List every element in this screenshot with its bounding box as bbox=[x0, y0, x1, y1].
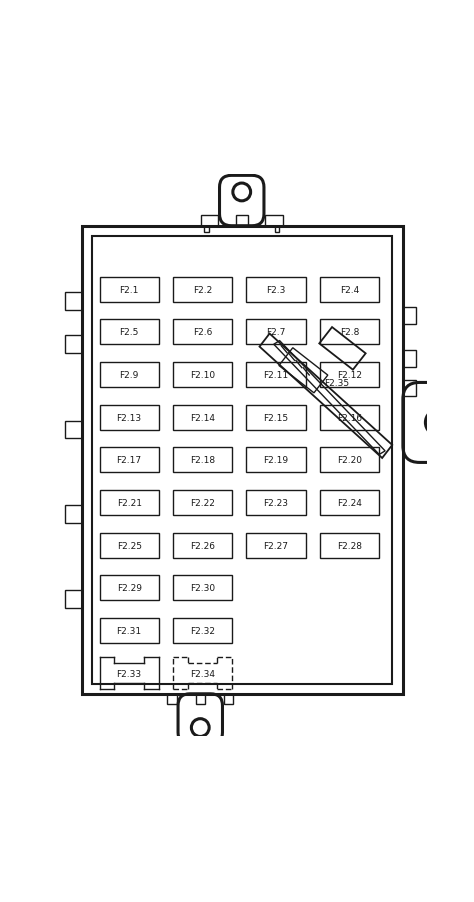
Bar bbox=[246, 491, 306, 515]
Text: F2.4: F2.4 bbox=[340, 285, 359, 294]
Text: F2.33: F2.33 bbox=[117, 668, 142, 677]
Bar bbox=[100, 491, 159, 515]
Bar bbox=[100, 575, 159, 601]
Bar bbox=[403, 308, 416, 325]
Bar bbox=[279, 348, 328, 393]
Bar bbox=[100, 363, 159, 388]
Text: F2.35: F2.35 bbox=[324, 378, 349, 387]
Bar bbox=[320, 320, 379, 345]
Text: F2.15: F2.15 bbox=[264, 413, 289, 422]
Text: F2.3: F2.3 bbox=[266, 285, 286, 294]
Bar bbox=[173, 447, 232, 473]
Bar bbox=[320, 363, 379, 388]
Bar bbox=[236, 216, 247, 226]
Bar bbox=[173, 618, 232, 643]
Text: F2.5: F2.5 bbox=[119, 328, 139, 337]
Bar bbox=[173, 278, 232, 302]
Bar bbox=[100, 278, 159, 302]
Bar bbox=[246, 447, 306, 473]
Text: F2.13: F2.13 bbox=[117, 413, 142, 422]
Bar bbox=[100, 447, 159, 473]
Bar bbox=[320, 278, 379, 302]
Text: F2.14: F2.14 bbox=[190, 413, 215, 422]
Text: F2.20: F2.20 bbox=[337, 456, 362, 465]
Text: F2.22: F2.22 bbox=[190, 499, 215, 507]
Text: F2.11: F2.11 bbox=[264, 371, 289, 380]
Text: F2.24: F2.24 bbox=[337, 499, 362, 507]
Text: F2.26: F2.26 bbox=[190, 541, 215, 550]
Bar bbox=[224, 694, 233, 704]
Bar bbox=[100, 533, 159, 558]
Text: F2.28: F2.28 bbox=[337, 541, 362, 550]
Bar bbox=[403, 381, 416, 397]
Bar bbox=[195, 694, 205, 704]
Bar bbox=[65, 591, 82, 608]
Bar bbox=[274, 226, 279, 233]
Text: F2.9: F2.9 bbox=[119, 371, 139, 380]
Bar bbox=[65, 421, 82, 439]
Bar bbox=[100, 618, 159, 643]
Bar bbox=[246, 320, 306, 345]
Text: F2.10: F2.10 bbox=[190, 371, 215, 380]
Bar bbox=[100, 320, 159, 345]
Bar bbox=[319, 327, 365, 370]
Text: F2.30: F2.30 bbox=[190, 584, 215, 593]
Text: F2.6: F2.6 bbox=[193, 328, 212, 337]
Bar bbox=[320, 533, 379, 558]
Bar bbox=[201, 216, 219, 226]
Text: F2.29: F2.29 bbox=[117, 584, 142, 593]
Text: F2.17: F2.17 bbox=[117, 456, 142, 465]
Text: F2.1: F2.1 bbox=[119, 285, 139, 294]
Bar bbox=[65, 506, 82, 523]
Text: F2.23: F2.23 bbox=[264, 499, 289, 507]
Text: F2.25: F2.25 bbox=[117, 541, 142, 550]
Bar bbox=[173, 491, 232, 515]
Bar bbox=[320, 447, 379, 473]
Bar bbox=[265, 216, 283, 226]
Bar bbox=[246, 278, 306, 302]
Text: F2.34: F2.34 bbox=[190, 668, 215, 677]
Bar bbox=[320, 405, 379, 430]
Bar bbox=[173, 533, 232, 558]
Bar bbox=[173, 405, 232, 430]
Text: F2.12: F2.12 bbox=[337, 371, 362, 380]
Bar bbox=[65, 293, 82, 310]
Bar bbox=[100, 405, 159, 430]
Text: F2.16: F2.16 bbox=[337, 413, 362, 422]
Text: F2.27: F2.27 bbox=[264, 541, 289, 550]
Text: F2.18: F2.18 bbox=[190, 456, 215, 465]
Bar bbox=[204, 226, 209, 233]
Bar bbox=[173, 320, 232, 345]
Bar bbox=[246, 533, 306, 558]
Bar bbox=[403, 351, 416, 367]
Text: F2.31: F2.31 bbox=[117, 626, 142, 635]
Text: F2.8: F2.8 bbox=[340, 328, 359, 337]
Text: F2.2: F2.2 bbox=[193, 285, 212, 294]
Bar bbox=[173, 575, 232, 601]
Bar bbox=[246, 363, 306, 388]
Bar bbox=[65, 336, 82, 354]
Bar bbox=[167, 694, 177, 704]
Bar bbox=[246, 405, 306, 430]
Bar bbox=[173, 363, 232, 388]
Text: F2.19: F2.19 bbox=[264, 456, 289, 465]
Text: F2.32: F2.32 bbox=[190, 626, 215, 635]
Bar bbox=[320, 491, 379, 515]
Text: F2.7: F2.7 bbox=[266, 328, 286, 337]
Text: F2.21: F2.21 bbox=[117, 499, 142, 507]
